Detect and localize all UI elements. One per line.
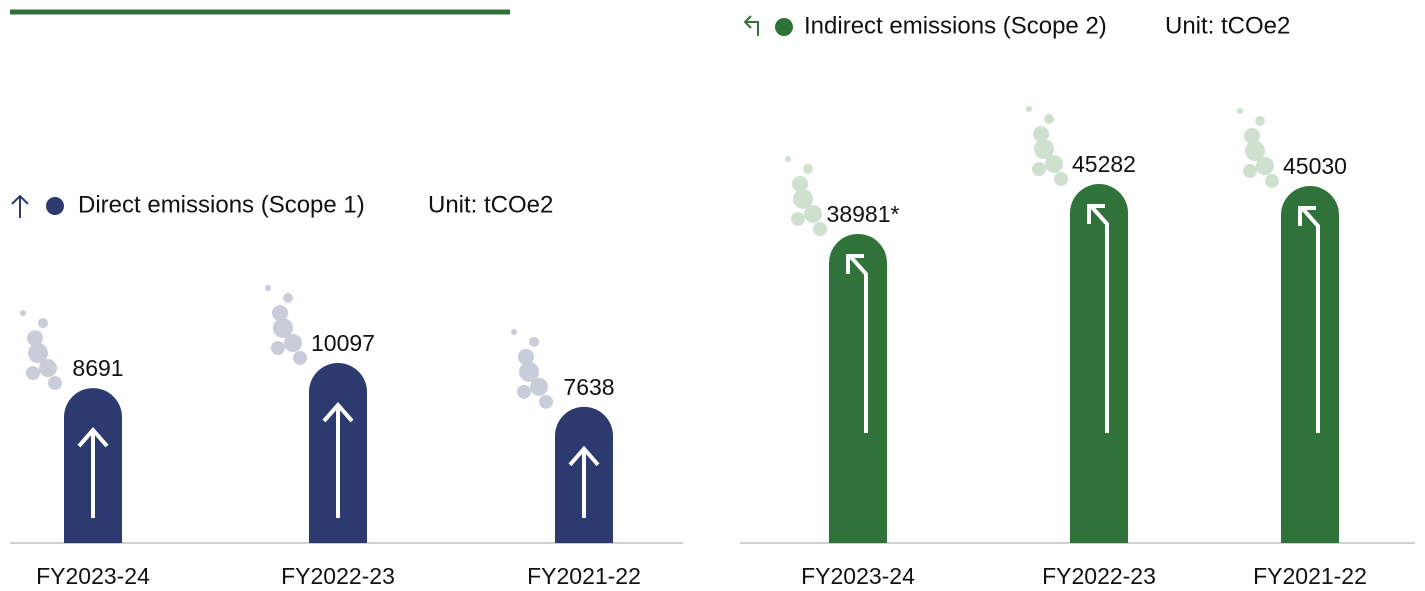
bar [1281, 186, 1339, 543]
smoke-decoration [1026, 106, 1032, 112]
x-tick-label: FY2021-22 [527, 563, 641, 589]
bar [1070, 184, 1128, 543]
smoke-decoration [265, 285, 271, 291]
smoke-decoration [1045, 155, 1063, 173]
value-label: 10097 [311, 330, 375, 356]
legend-marker [775, 18, 793, 36]
value-label: 45030 [1283, 153, 1347, 179]
smoke-decoration [1243, 164, 1257, 178]
smoke-decoration [1237, 108, 1243, 114]
smoke-decoration [1054, 172, 1068, 186]
smoke-decoration [517, 385, 531, 399]
smoke-decoration [1032, 162, 1046, 176]
x-tick-label: FY2022-23 [281, 563, 395, 589]
smoke-decoration [813, 222, 827, 236]
legend-icon [745, 16, 758, 36]
smoke-decoration [284, 334, 302, 352]
smoke-decoration [539, 395, 553, 409]
bar [829, 234, 887, 543]
smoke-decoration [38, 318, 48, 328]
unit-label: Unit: tCOe2 [428, 191, 553, 218]
x-tick-label: FY2021-22 [1253, 563, 1367, 589]
x-tick-label: FY2023-24 [36, 563, 150, 589]
page: {"chart_data": [ {"type": "bar", "unit":… [0, 0, 1425, 591]
smoke-decoration [293, 351, 307, 365]
smoke-decoration [530, 378, 548, 396]
value-label: 38981* [827, 201, 900, 227]
smoke-decoration [48, 376, 62, 390]
smoke-decoration [39, 359, 57, 377]
smoke-decoration [804, 205, 822, 223]
legend-label: Indirect emissions (Scope 2) [804, 12, 1107, 39]
smoke-decoration [785, 156, 791, 162]
value-label: 8691 [72, 355, 123, 381]
smoke-decoration [1255, 116, 1265, 126]
smoke-decoration [283, 293, 293, 303]
smoke-decoration [20, 310, 26, 316]
smoke-decoration [791, 212, 805, 226]
smoke-decoration [1256, 157, 1274, 175]
legend-icon [12, 196, 28, 218]
smoke-decoration [26, 366, 40, 380]
x-tick-label: FY2022-23 [1042, 563, 1156, 589]
value-label: 45282 [1072, 151, 1136, 177]
smoke-decoration [529, 337, 539, 347]
smoke-decoration [271, 341, 285, 355]
value-label: 7638 [563, 374, 614, 400]
legend-label: Direct emissions (Scope 1) [78, 191, 365, 218]
unit-label: Unit: tCOe2 [1165, 12, 1290, 39]
smoke-decoration [1265, 174, 1279, 188]
chart: Direct emissions (Scope 1) 8691 10097 7638 U… [0, 0, 1425, 591]
legend-marker [46, 197, 64, 215]
smoke-decoration [803, 164, 813, 174]
x-tick-label: FY2023-24 [801, 563, 915, 589]
smoke-decoration [511, 329, 517, 335]
smoke-decoration [1044, 114, 1054, 124]
